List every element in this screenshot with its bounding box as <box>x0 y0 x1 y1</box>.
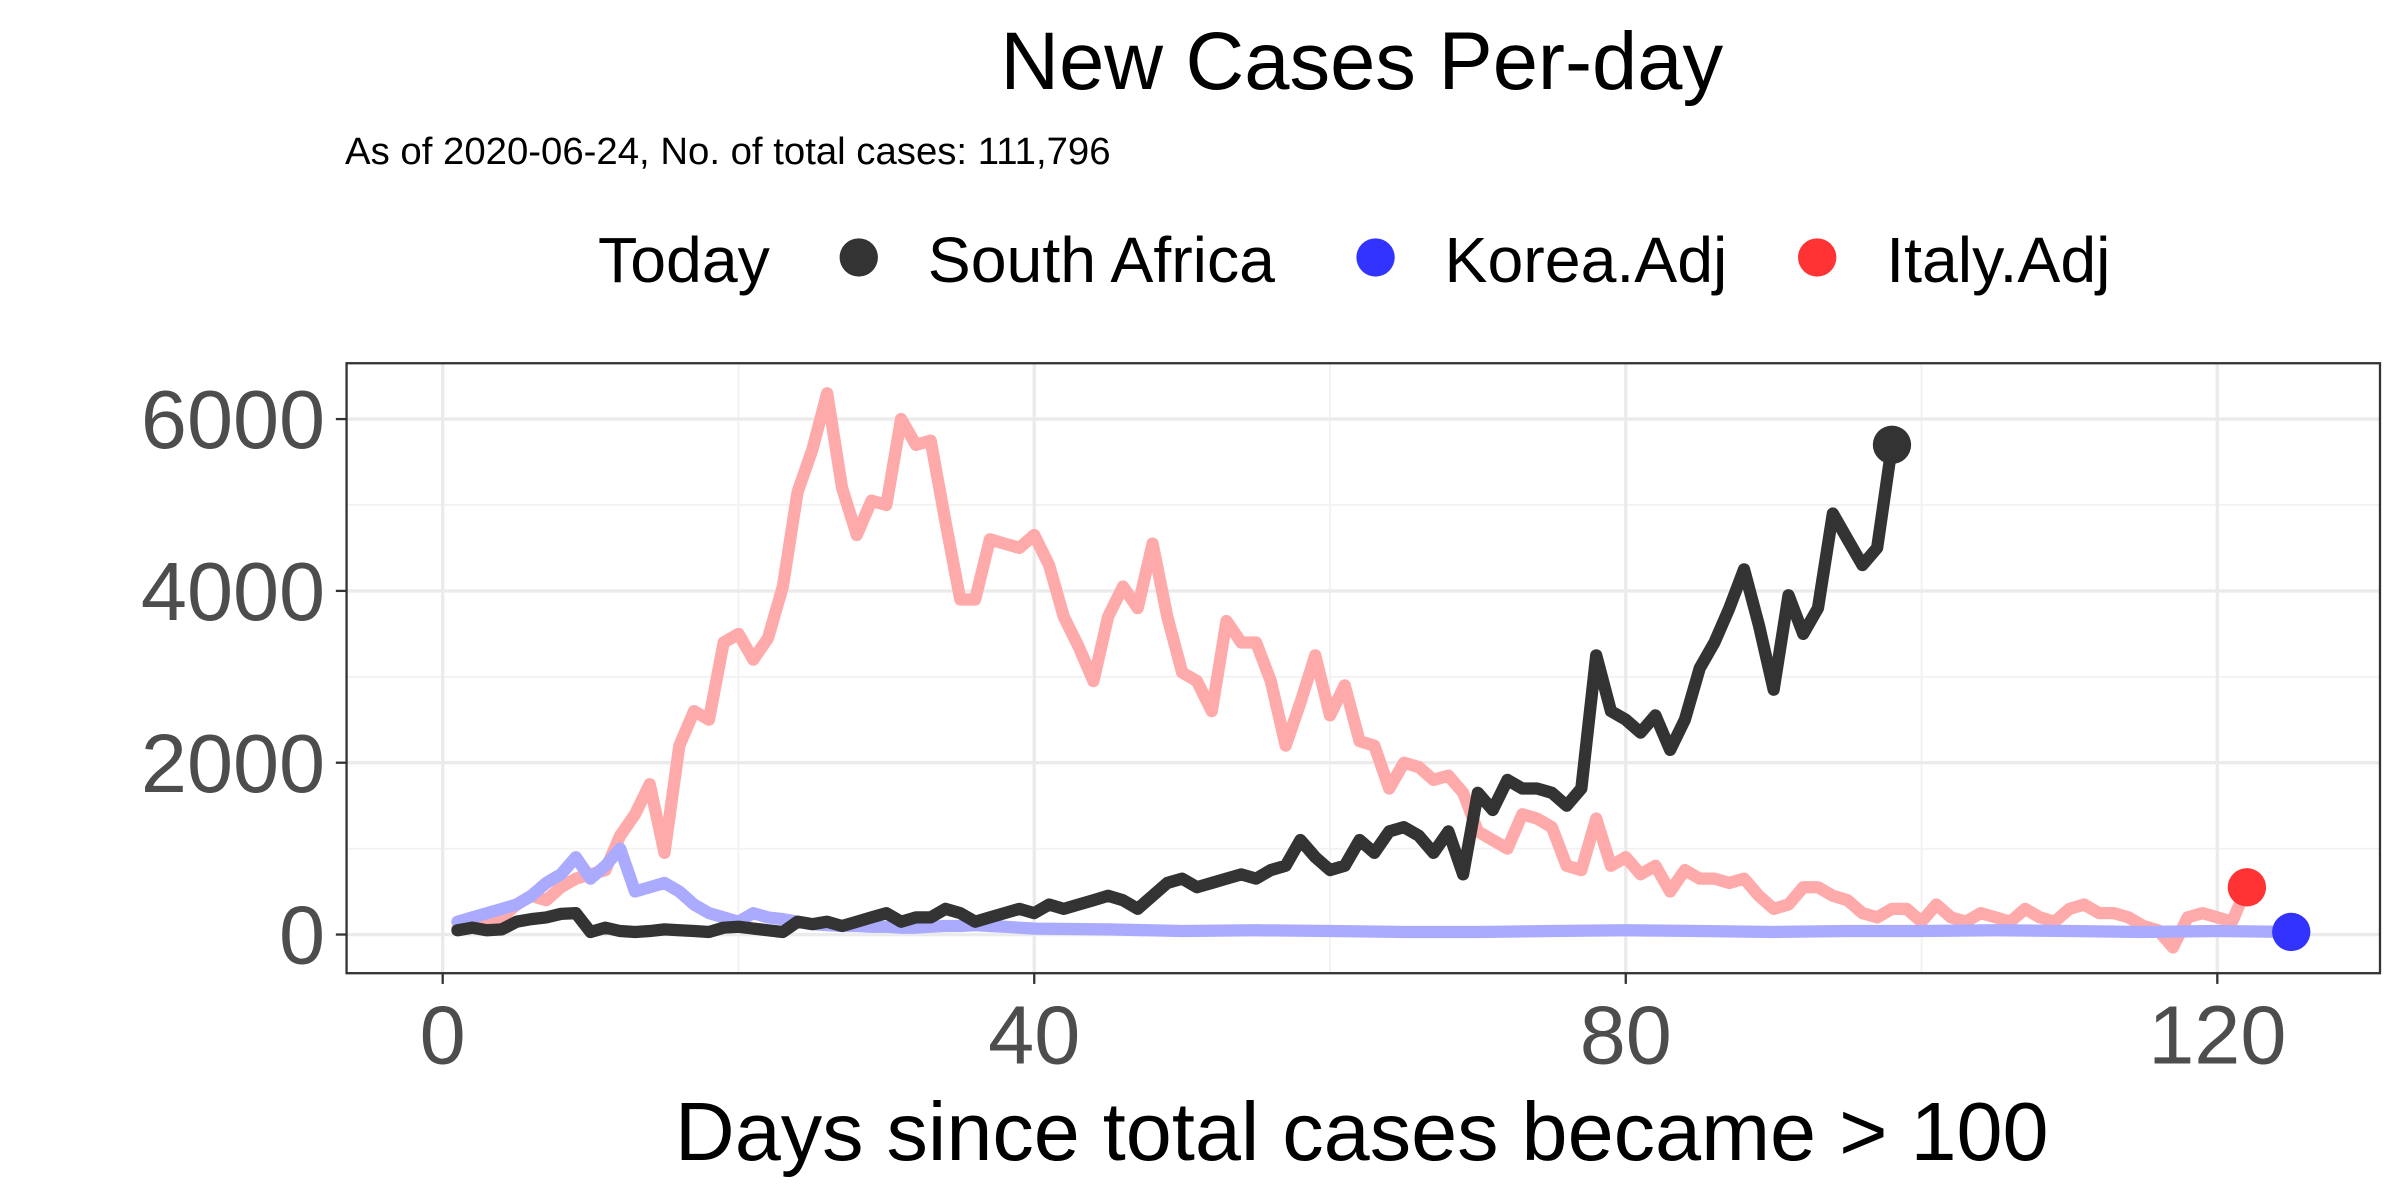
legend-title: Today <box>598 224 771 296</box>
series-end-marker-italy-adj <box>2227 868 2267 907</box>
legend: Today South Africa Korea.Adj Italy.Adj <box>598 224 2110 296</box>
y-tick-label: 2000 <box>141 717 325 810</box>
legend-swatch-italy-adj <box>1798 238 1837 277</box>
legend-swatch-south-africa <box>839 238 878 277</box>
legend-swatch-korea-adj <box>1356 238 1395 277</box>
chart-subtitle: As of 2020-06-24, No. of total cases: 11… <box>345 130 1111 173</box>
series-line-south-africa <box>451 438 1899 939</box>
plot-border <box>345 362 2382 975</box>
series-end-marker-korea-adj <box>2272 912 2311 952</box>
y-tick-label: 6000 <box>141 373 325 466</box>
chart-title: New Cases Per-day <box>1000 16 1723 107</box>
y-tick-label: 4000 <box>141 545 325 638</box>
series-layer <box>451 387 2311 954</box>
legend-label-korea-adj: Korea.Adj <box>1445 224 1728 296</box>
series-line-korea-adj <box>451 842 2298 939</box>
x-tick-label: 40 <box>988 989 1080 1082</box>
y-tick-label: 0 <box>279 889 325 982</box>
x-tick-label: 80 <box>1580 989 1672 1082</box>
x-tick-label: 120 <box>2148 989 2286 1082</box>
x-axis-title: Days since total cases became > 100 <box>675 1085 2049 1178</box>
plot-panel <box>346 363 2380 974</box>
series-line-italy-adj <box>451 387 2254 954</box>
series-end-marker-south-africa <box>1872 425 1912 465</box>
axes: 0 40 80 120 0 2000 4000 6000 <box>141 373 2286 1081</box>
legend-label-italy-adj: Italy.Adj <box>1886 224 2110 296</box>
legend-label-south-africa: South Africa <box>928 224 1275 296</box>
x-tick-label: 0 <box>420 989 466 1082</box>
